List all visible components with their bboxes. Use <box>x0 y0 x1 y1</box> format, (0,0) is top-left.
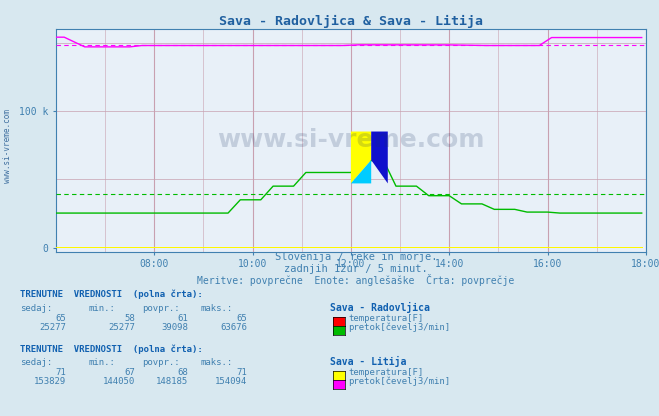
Text: zadnjih 12ur / 5 minut.: zadnjih 12ur / 5 minut. <box>284 264 428 274</box>
Text: 63676: 63676 <box>220 323 247 332</box>
Text: sedaj:: sedaj: <box>20 304 52 313</box>
Text: Slovenija / reke in morje.: Slovenija / reke in morje. <box>275 252 437 262</box>
Text: sedaj:: sedaj: <box>20 358 52 367</box>
Text: temperatura[F]: temperatura[F] <box>348 368 423 377</box>
Text: Meritve: povprečne  Enote: anglešaške  Črta: povprečje: Meritve: povprečne Enote: anglešaške Črt… <box>197 274 515 286</box>
Text: TRENUTNE  VREDNOSTI  (polna črta):: TRENUTNE VREDNOSTI (polna črta): <box>20 344 202 354</box>
Text: TRENUTNE  VREDNOSTI  (polna črta):: TRENUTNE VREDNOSTI (polna črta): <box>20 290 202 300</box>
Text: 68: 68 <box>177 368 188 377</box>
Text: maks.:: maks.: <box>201 358 233 367</box>
Text: 71: 71 <box>237 368 247 377</box>
Polygon shape <box>351 131 371 183</box>
Polygon shape <box>371 131 387 183</box>
Text: temperatura[F]: temperatura[F] <box>348 314 423 323</box>
Text: www.si-vreme.com: www.si-vreme.com <box>217 129 484 152</box>
Polygon shape <box>351 160 371 183</box>
Text: 154094: 154094 <box>215 377 247 386</box>
Text: 39098: 39098 <box>161 323 188 332</box>
Text: 153829: 153829 <box>34 377 66 386</box>
Text: 61: 61 <box>177 314 188 323</box>
Text: 65: 65 <box>55 314 66 323</box>
Title: Sava - Radovljica & Sava - Litija: Sava - Radovljica & Sava - Litija <box>219 15 483 28</box>
Text: povpr.:: povpr.: <box>142 358 179 367</box>
Text: maks.:: maks.: <box>201 304 233 313</box>
Text: min.:: min.: <box>89 304 116 313</box>
Text: 58: 58 <box>125 314 135 323</box>
Text: pretok[čevelj3/min]: pretok[čevelj3/min] <box>348 377 450 386</box>
Text: povpr.:: povpr.: <box>142 304 179 313</box>
Text: Sava - Litija: Sava - Litija <box>330 356 406 367</box>
Text: www.si-vreme.com: www.si-vreme.com <box>3 109 13 183</box>
Text: 71: 71 <box>55 368 66 377</box>
Text: pretok[čevelj3/min]: pretok[čevelj3/min] <box>348 323 450 332</box>
Text: 67: 67 <box>125 368 135 377</box>
Text: 144050: 144050 <box>103 377 135 386</box>
Text: min.:: min.: <box>89 358 116 367</box>
Text: Sava - Radovljica: Sava - Radovljica <box>330 302 430 313</box>
Text: 25277: 25277 <box>39 323 66 332</box>
Text: 25277: 25277 <box>108 323 135 332</box>
Text: 148185: 148185 <box>156 377 188 386</box>
Text: 65: 65 <box>237 314 247 323</box>
